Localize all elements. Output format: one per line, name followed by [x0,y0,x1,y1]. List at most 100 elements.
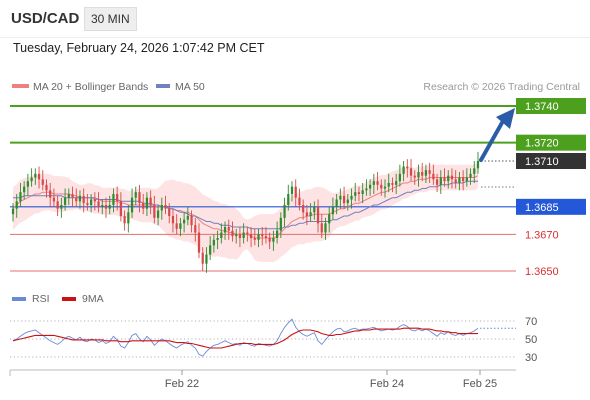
candle-body [421,172,424,176]
candle-body [67,194,70,198]
candle-body [413,175,416,178]
candle-body [75,197,78,202]
candle-body [339,195,342,200]
candle-body [30,177,33,182]
candle-body [26,181,29,187]
candle-body [476,161,480,169]
ma50-legend-label: MA 50 [175,81,205,93]
candle-body [186,216,189,220]
candle-body [298,197,301,205]
candle-body [238,234,242,238]
candle-body [402,166,405,174]
candle-body [90,199,93,205]
candle-body [428,170,431,174]
candle-body [391,183,394,185]
candle-body [19,192,22,202]
rsi-legend-label: RSI [32,293,50,305]
candle-body [45,184,48,191]
level-label-1.3650: 1.3650 [525,266,559,278]
candle-body [473,168,476,174]
candle-body [127,212,130,224]
candle-body [78,195,82,202]
current-price-label: 1.3710 [525,156,559,168]
candle-body [361,190,364,194]
rsi-tick-30: 30 [525,352,537,364]
candle-body [328,214,331,224]
candle-body [316,206,320,224]
candle-body [86,203,89,205]
rsi-lines [12,318,516,357]
candle-body [15,201,18,209]
forecast-arrow [479,108,515,162]
candle-body [320,223,323,233]
chart-header: USD/CAD 30 MIN [0,0,590,38]
candle-body [469,173,472,178]
candle-body [205,254,208,264]
candle-body [156,210,160,218]
forecast-arrow-shaft [479,119,505,162]
x-tick-label: Feb 25 [463,378,497,390]
candle-body [209,245,212,255]
candle-body [450,175,454,180]
candle-body [108,205,111,209]
price-legend: MA 20 + Bollinger Bands MA 50 Research ©… [12,81,580,93]
candle-body [272,238,275,242]
candle-body [346,199,349,204]
candle-body [34,173,37,178]
candle-body [417,172,420,178]
candle-body [235,234,238,237]
candle-body [104,205,108,209]
candle-body [227,227,230,231]
candle-body [216,238,219,240]
candle-body [465,177,468,182]
candle-body [350,195,353,200]
candle-body [23,186,26,193]
candle-body [52,197,56,202]
rsi-line [12,318,479,357]
candle-body [331,206,335,215]
candle-body [197,232,201,253]
level-tag-1.3720 [516,134,586,151]
candle-body [82,195,85,204]
candle-body [119,201,122,216]
ma50-legend-swatch [156,84,170,88]
candle-body [220,232,223,238]
candle-body [56,201,59,209]
candle-body [246,232,249,235]
candle-body [153,205,156,218]
rsi-legend-swatch [12,297,26,301]
candle-body [398,173,401,182]
candle-body [63,197,67,205]
candle-body [138,192,141,204]
candle-body [309,212,312,216]
level-label-1.3670: 1.3670 [525,229,559,241]
ma20-legend-swatch [12,84,29,88]
candle-body [302,205,305,213]
candle-body [264,236,268,238]
candle-body [439,177,442,185]
candle-body [387,183,390,187]
rsi-tick-50: 50 [525,334,537,346]
candle-body [409,168,413,176]
candle-body [93,199,96,202]
candle-body [160,205,163,211]
candle-body [37,173,41,180]
candle-body [116,194,119,202]
candle-body [424,170,428,176]
candle-body [276,230,279,238]
candle-body [458,177,461,183]
candle-body [283,205,286,218]
ma50-line [13,180,478,230]
candle-body [49,190,52,198]
candle-body [97,201,100,207]
candle-body [357,192,361,194]
forecast-arrow-head [496,108,515,129]
level-tag-1.3685 [516,198,586,215]
rsi-grid: 70 50 30 [10,316,537,364]
symbol-title: USD/CAD [11,10,80,27]
candle-body [287,194,290,205]
rsi-tick-70: 70 [525,316,537,328]
candle-body [261,234,264,237]
timeframe-button[interactable]: 30 MIN [84,7,137,31]
